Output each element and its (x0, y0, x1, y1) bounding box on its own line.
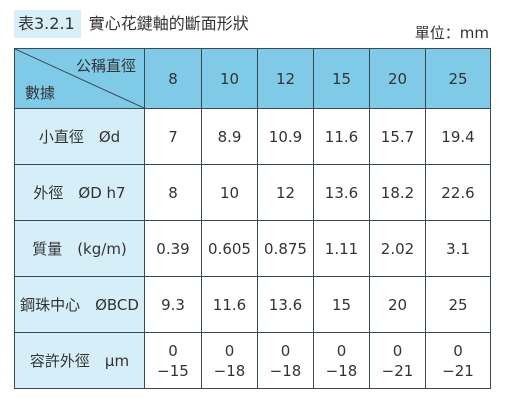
table-row-ball-center: 鋼珠中心 ØBCD 9.3 11.6 13.6 15 20 25 (14, 276, 491, 333)
tolerance-lower: −18 (213, 361, 246, 380)
table-cell: 0.39 (144, 220, 202, 277)
table-cell: 10.9 (257, 108, 314, 165)
spline-shaft-table: 公稱直徑 數據 8 10 12 15 20 25 小直徑 Ød 7 8.9 10… (14, 48, 491, 389)
table-cell: 11.6 (201, 276, 258, 333)
table-cell: 0 −18 (313, 332, 370, 389)
table-row-outer-diameter: 外徑 ØD h7 8 10 12 13.6 18.2 22.6 (14, 164, 491, 221)
table-cell: 0 −18 (201, 332, 258, 389)
tolerance-lower: −15 (157, 361, 189, 380)
table-cell: 0 −18 (257, 332, 314, 389)
table-cell: 11.6 (313, 108, 370, 165)
corner-label-data: 數據 (25, 84, 56, 102)
row-label: 小直徑 Ød (14, 108, 145, 165)
table-cell: 22.6 (425, 164, 491, 221)
tolerance-upper: 0 (453, 341, 463, 360)
corner-header-cell: 公稱直徑 數據 (14, 48, 145, 109)
row-label: 容許外徑 μm (14, 332, 145, 389)
tolerance-upper: 0 (168, 341, 178, 360)
row-label: 鋼珠中心 ØBCD (14, 276, 145, 333)
table-cell: 13.6 (313, 164, 370, 221)
unit-label: 單位：mm (414, 24, 489, 42)
table-row-tolerance: 容許外徑 μm 0 −15 0 −18 0 −18 0 −18 0 −21 (14, 332, 491, 389)
column-header: 20 (369, 48, 426, 109)
column-header: 25 (425, 48, 491, 109)
row-label: 外徑 ØD h7 (14, 164, 145, 221)
table-cell: 9.3 (144, 276, 202, 333)
table-cell: 0 −21 (425, 332, 491, 389)
tolerance-lower: −21 (381, 361, 414, 380)
table-cell: 13.6 (257, 276, 314, 333)
tolerance-upper: 0 (336, 341, 347, 360)
table-cell: 18.2 (369, 164, 426, 221)
table-cell: 7 (144, 108, 202, 165)
corner-label-nominal-diameter: 公稱直徑 (75, 57, 136, 75)
table-cell: 8 (144, 164, 202, 221)
row-label: 質量 (kg/m) (14, 220, 145, 277)
table-cell: 0 −15 (144, 332, 202, 389)
table-cell: 1.11 (313, 220, 370, 277)
tolerance-lower: −18 (325, 361, 358, 380)
table-cell: 10 (201, 164, 258, 221)
header-row: 公稱直徑 數據 8 10 12 15 20 25 (14, 48, 491, 109)
diagonal-divider (15, 49, 144, 108)
column-header: 12 (257, 48, 314, 109)
table-cell: 20 (369, 276, 426, 333)
table-title: 實心花鍵軸的斷面形狀 (88, 14, 249, 33)
table-cell: 0.605 (201, 220, 258, 277)
table-cell: 25 (425, 276, 491, 333)
table-number-badge: 表3.2.1 (14, 10, 81, 38)
table-cell: 2.02 (369, 220, 426, 277)
table-cell: 0 −21 (369, 332, 426, 389)
table-cell: 0.875 (257, 220, 314, 277)
table-cell: 15 (313, 276, 370, 333)
tolerance-lower: −18 (269, 361, 302, 380)
table-cell: 19.4 (425, 108, 491, 165)
column-header: 15 (313, 48, 370, 109)
tolerance-upper: 0 (224, 341, 235, 360)
tolerance-upper: 0 (280, 341, 291, 360)
table-row-mass: 質量 (kg/m) 0.39 0.605 0.875 1.11 2.02 3.1 (14, 220, 491, 277)
table-row-minor-diameter: 小直徑 Ød 7 8.9 10.9 11.6 15.7 19.4 (14, 108, 491, 165)
tolerance-lower: −21 (442, 361, 474, 380)
table-cell: 15.7 (369, 108, 426, 165)
column-header: 10 (201, 48, 258, 109)
title-row: 表3.2.1 實心花鍵軸的斷面形狀 (14, 10, 249, 38)
table-cell: 3.1 (425, 220, 491, 277)
table-cell: 12 (257, 164, 314, 221)
tolerance-upper: 0 (392, 341, 403, 360)
table-cell: 8.9 (201, 108, 258, 165)
column-header: 8 (144, 48, 202, 109)
